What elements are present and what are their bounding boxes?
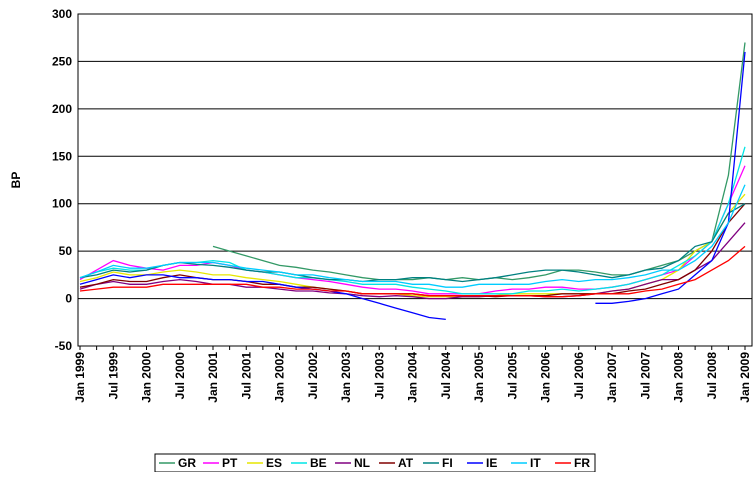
- x-tick-label: Jan 2000: [140, 352, 154, 403]
- y-tick-label: 150: [52, 149, 72, 163]
- legend-label: AT: [398, 456, 414, 470]
- x-tick-label: Jul 2000: [173, 352, 187, 400]
- series-line: [212, 42, 746, 281]
- series-line: [79, 51, 746, 321]
- x-tick-label: Jan 2006: [539, 352, 553, 403]
- x-tick-label: Jan 2009: [738, 352, 752, 403]
- series-line: [79, 146, 746, 295]
- x-tick-label: Jul 2002: [306, 352, 320, 400]
- y-axis-label: BP: [9, 172, 23, 189]
- x-tick-label: Jul 1999: [106, 352, 120, 400]
- x-tick-label: Jan 2008: [672, 352, 686, 403]
- legend-label: IE: [486, 456, 497, 470]
- x-tick-label: Jul 2003: [372, 352, 386, 400]
- series-line: [79, 203, 746, 283]
- series-line: [79, 222, 746, 300]
- y-tick-label: 50: [59, 244, 73, 258]
- legend-label: BE: [310, 456, 327, 470]
- legend-label: ES: [266, 456, 282, 470]
- x-tick-label: Jul 2008: [705, 352, 719, 400]
- legend-label: NL: [354, 456, 370, 470]
- legend-label: PT: [222, 456, 238, 470]
- legend-label: FI: [442, 456, 453, 470]
- series-line: [79, 245, 746, 298]
- x-tick-label: Jan 2004: [406, 352, 420, 403]
- x-tick-label: Jan 2007: [605, 352, 619, 403]
- y-tick-label: 0: [65, 292, 72, 306]
- x-tick-label: Jul 2006: [572, 352, 586, 400]
- x-tick-label: Jan 2002: [273, 352, 287, 403]
- x-tick-label: Jan 1999: [73, 352, 87, 403]
- legend-box: [154, 453, 596, 473]
- y-tick-label: 100: [52, 197, 72, 211]
- x-tick-label: Jan 2003: [339, 352, 353, 403]
- y-tick-label: 200: [52, 102, 72, 116]
- x-tick-label: Jul 2007: [638, 352, 652, 400]
- x-tick-label: Jul 2001: [239, 352, 253, 400]
- legend-label: IT: [530, 456, 541, 470]
- x-tick-label: Jul 2004: [439, 352, 453, 400]
- series-line: [79, 184, 746, 288]
- y-tick-label: 250: [52, 54, 72, 68]
- y-tick-label: 300: [52, 7, 72, 21]
- series-line: [79, 193, 746, 298]
- x-tick-label: Jan 2001: [206, 352, 220, 403]
- x-tick-label: Jul 2005: [505, 352, 519, 400]
- y-tick-label: -50: [55, 339, 73, 353]
- x-tick-label: Jan 2005: [472, 352, 486, 403]
- legend-label: GR: [178, 456, 196, 470]
- legend-label: FR: [574, 456, 590, 470]
- series-line: [79, 203, 746, 298]
